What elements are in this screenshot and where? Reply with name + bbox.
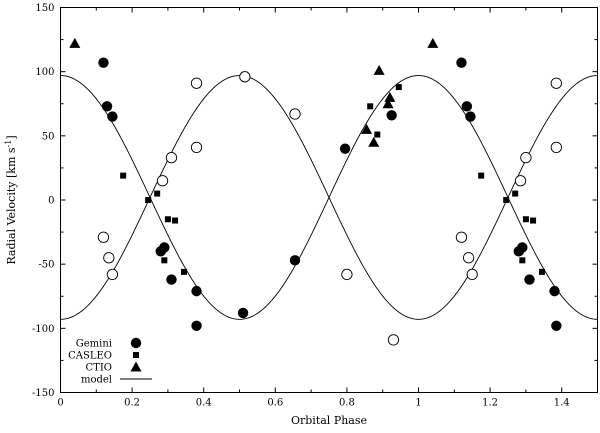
y-tick-label: 100 — [35, 67, 54, 78]
x-tick-label: 0.4 — [196, 398, 212, 409]
y-tick-label: 0 — [48, 196, 54, 207]
legend-marker-triangle-filled — [130, 361, 142, 372]
data-point-square-filled — [512, 190, 519, 197]
y-tick-label: 150 — [35, 3, 54, 14]
data-point-square-filled — [145, 197, 152, 203]
data-point-square-filled — [539, 268, 546, 275]
x-tick-label: 0.8 — [339, 398, 355, 409]
data-point-circle-filled — [191, 320, 202, 331]
data-point-circle-filled — [339, 143, 351, 154]
y-axis-label-end: ] — [5, 135, 18, 139]
data-point-circle-open — [190, 141, 203, 154]
data-point-triangle-filled — [361, 123, 373, 134]
data-point-circle-open — [514, 175, 527, 187]
data-point-square-filled — [154, 190, 161, 197]
data-point-square-filled — [522, 216, 529, 223]
data-point-circle-open — [106, 268, 119, 281]
data-point-circle-filled — [517, 242, 528, 253]
data-point-circle-open — [103, 252, 115, 264]
data-point-square-filled — [519, 257, 526, 264]
data-point-circle-filled — [551, 320, 562, 331]
data-point-circle-filled — [461, 101, 473, 112]
data-point-circle-open — [97, 231, 110, 243]
plot-frame — [60, 7, 598, 393]
data-point-circle-filled — [289, 255, 301, 266]
axis-ticks — [60, 7, 598, 393]
data-point-circle-open — [190, 77, 203, 89]
x-tick-label: 0.6 — [267, 398, 283, 409]
data-point-triangle-filled — [382, 98, 394, 109]
legend-label-casleo: CASLEO — [68, 351, 112, 362]
data-point-circle-filled — [107, 111, 118, 122]
data-point-square-filled — [395, 84, 402, 91]
data-point-triangle-filled — [384, 91, 396, 102]
y-tick-label: -50 — [38, 260, 54, 271]
data-point-circle-filled — [166, 274, 177, 285]
x-tick-label: 0 — [57, 398, 63, 409]
x-axis-label: Orbital Phase — [291, 414, 367, 427]
legend-label-model: model — [81, 375, 112, 386]
data-point-circle-filled — [159, 242, 170, 253]
y-tick-label: -150 — [32, 388, 54, 399]
data-point-circle-filled — [101, 101, 113, 112]
data-point-circle-filled — [456, 57, 467, 68]
legend-label-ctio: CTIO — [86, 363, 112, 374]
data-point-circle-open — [550, 141, 562, 154]
data-point-triangle-filled — [427, 37, 439, 48]
data-point-square-filled — [478, 172, 485, 179]
y-axis-label-main: Radial Velocity [km s — [5, 147, 18, 265]
data-point-square-filled — [161, 257, 168, 264]
data-point-circle-open — [289, 108, 301, 120]
data-point-circle-filled — [237, 307, 249, 319]
data-point-triangle-filled — [368, 136, 380, 147]
data-point-circle-filled — [98, 57, 109, 68]
legend-marker-square-filled — [133, 352, 139, 358]
data-point-circle-filled — [386, 110, 397, 121]
data-point-circle-open — [455, 231, 468, 243]
data-point-square-filled — [503, 197, 510, 203]
x-tick-label: 1.4 — [554, 398, 570, 409]
data-point-circle-open — [165, 151, 178, 164]
model-curves — [60, 75, 598, 320]
y-tick-label: -100 — [32, 324, 54, 335]
data-point-square-filled — [367, 103, 374, 110]
data-point-circle-filled — [524, 274, 535, 285]
data-point-circle-open — [239, 71, 251, 83]
y-tick-label: 50 — [42, 131, 55, 142]
legend-label-gemini: Gemini — [76, 339, 112, 350]
model-curve-secondary — [60, 75, 598, 320]
y-axis-label: Radial Velocity [km s-1] — [4, 135, 18, 264]
data-point-square-filled — [530, 217, 537, 224]
data-point-circle-open — [550, 77, 562, 89]
x-tick-label: 1 — [415, 398, 421, 409]
data-point-triangle-filled — [69, 37, 81, 48]
data-point-square-filled — [181, 268, 188, 275]
y-axis-label-sup: -1 — [4, 140, 13, 148]
data-point-circle-open — [466, 268, 478, 281]
data-point-triangle-filled — [373, 64, 385, 75]
data-point-circle-open — [341, 268, 353, 281]
x-tick-label: 1.2 — [482, 398, 498, 409]
data-points — [69, 37, 562, 346]
data-point-circle-open — [520, 151, 532, 164]
data-point-circle-open — [462, 252, 475, 264]
data-point-square-filled — [172, 217, 179, 224]
legend-marker-circle-filled — [130, 337, 142, 349]
data-point-circle-open — [387, 334, 400, 346]
data-point-circle-filled — [191, 285, 202, 297]
data-point-circle-filled — [549, 285, 560, 297]
data-point-square-filled — [120, 172, 127, 179]
data-point-square-filled — [164, 216, 171, 223]
tick-labels: 0 0.2 0.4 0.6 0.8 1 1.2 1.4 -150 -100 -50 0 50 100 150 — [32, 3, 570, 409]
data-point-square-filled — [374, 131, 381, 138]
x-tick-label: 0.2 — [124, 398, 140, 409]
data-point-circle-open — [156, 175, 169, 187]
data-point-circle-filled — [465, 111, 476, 122]
